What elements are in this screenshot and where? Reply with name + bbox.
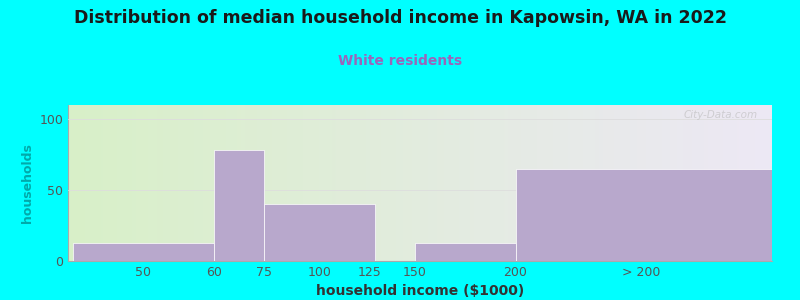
Bar <box>264 204 374 261</box>
X-axis label: household income ($1000): household income ($1000) <box>316 284 524 298</box>
Text: Distribution of median household income in Kapowsin, WA in 2022: Distribution of median household income … <box>74 9 726 27</box>
Text: City-Data.com: City-Data.com <box>684 110 758 120</box>
Bar <box>214 150 264 261</box>
Bar <box>515 169 772 261</box>
Y-axis label: households: households <box>21 143 34 223</box>
Bar <box>415 243 515 261</box>
Text: White residents: White residents <box>338 54 462 68</box>
Bar <box>73 243 214 261</box>
